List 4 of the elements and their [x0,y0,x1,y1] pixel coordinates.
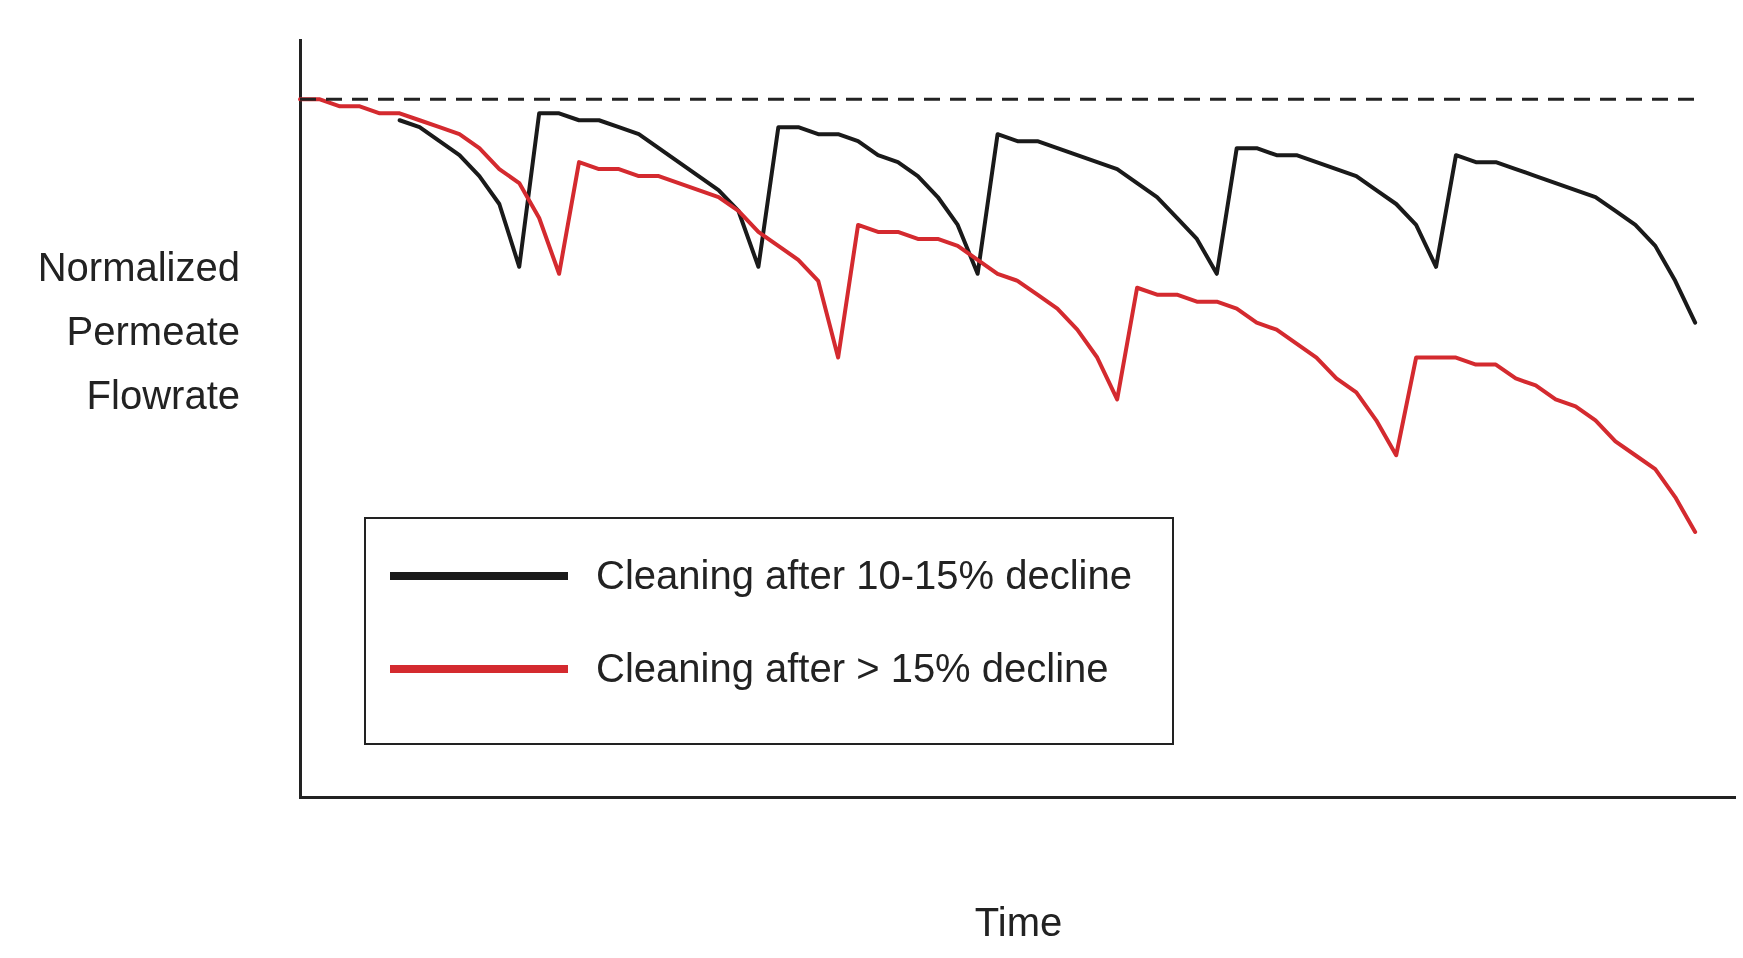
y-axis-title: Normalized Permeate Flowrate [36,244,240,419]
legend-label: Cleaning after 10-15% decline [596,553,1132,599]
legend-label: Cleaning after > 15% decline [596,646,1109,692]
x-axis-title: Time [973,900,1064,945]
